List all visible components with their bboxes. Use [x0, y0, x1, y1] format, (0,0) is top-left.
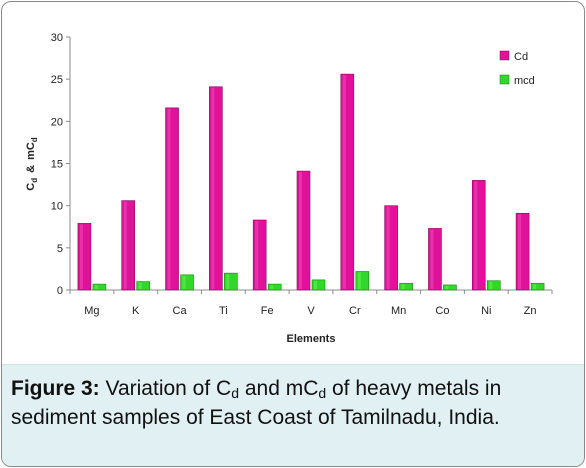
x-tick-label: Zn [524, 305, 537, 317]
caption-sub-2: d [318, 385, 327, 401]
y-tick-label: 25 [51, 74, 63, 86]
bar-cd-mg [77, 223, 92, 291]
bar-cd-v [296, 170, 311, 291]
y-tick-label: 0 [57, 285, 63, 297]
bar-cd-k [121, 200, 136, 291]
bar-highlight [211, 87, 215, 289]
bar-highlight [123, 201, 127, 289]
bar-cd-fe [252, 219, 267, 291]
bar-highlight [474, 181, 478, 289]
x-tick-label: Fe [261, 305, 274, 317]
bar-highlight [182, 275, 186, 289]
chart-bars [77, 73, 545, 291]
legend-swatch-mcd [499, 74, 510, 85]
bar-cd-cr [340, 73, 355, 291]
x-tick-label: K [132, 305, 140, 317]
legend-label-cd: Cd [514, 51, 528, 63]
bar-mcd-mg [92, 283, 107, 291]
y-tick-label: 20 [51, 116, 63, 128]
bar-mcd-fe [267, 283, 282, 291]
bar-highlight [489, 281, 493, 289]
bar-highlight [357, 272, 361, 289]
bar-highlight [386, 206, 390, 289]
x-tick-label: Ca [173, 305, 188, 317]
bar-mcd-mn [399, 282, 413, 291]
bar-mcd-cr [355, 271, 370, 291]
y-axis-title-sub2: d [30, 137, 39, 142]
y-tick-label: 10 [51, 201, 63, 213]
bar-highlight [167, 108, 171, 289]
caption-label: Figure 3: [11, 377, 100, 400]
bar-cd-ti [209, 86, 223, 291]
caption-text-1: Variation of C [99, 377, 232, 400]
chart-axes [66, 36, 553, 294]
bar-highlight [79, 224, 83, 289]
y-axis-title-amp: & [25, 165, 37, 173]
bar-cd-zn [515, 212, 530, 291]
y-axis-title-sub1: d [30, 178, 39, 183]
x-tick-label: V [307, 305, 315, 317]
y-axis-title-mc: mC [25, 142, 37, 160]
caption-sub-1: d [231, 385, 239, 401]
y-axis-title: Cd&mCd [25, 137, 39, 191]
bar-highlight [342, 75, 346, 290]
bar-mcd-v [311, 279, 326, 291]
bar-mcd-ti [224, 272, 238, 291]
x-tick-label: Mn [391, 305, 406, 317]
x-tick-label: Cr [349, 305, 361, 317]
bar-mcd-zn [530, 282, 545, 291]
y-tick-label: 30 [51, 32, 63, 44]
y-tick-label: 5 [57, 243, 63, 255]
bar-mcd-k [136, 281, 151, 291]
bar-highlight [401, 284, 405, 289]
x-tick-label: Ni [481, 305, 491, 317]
bar-highlight [94, 285, 98, 289]
y-tick-label: 15 [51, 159, 63, 171]
bar-cd-ca [165, 107, 179, 291]
chart-ticks: 0 5 10 15 20 25 30 Mg K Ca Ti Fe V Cr Mn Co Ni Zn [51, 32, 537, 317]
x-tick-label: Ti [219, 305, 228, 317]
x-axis-title: Elements [287, 333, 336, 345]
bar-highlight [445, 285, 449, 289]
bar-cd-ni [471, 180, 486, 291]
y-axis-title-c: C [25, 183, 37, 191]
bar-mcd-co [443, 284, 457, 291]
x-tick-label: Mg [84, 305, 99, 317]
bar-cd-mn [384, 205, 398, 291]
bar-highlight [270, 285, 274, 289]
bar-highlight [430, 229, 434, 289]
legend-label-mcd: mcd [514, 75, 535, 87]
x-tick-label: Co [435, 305, 449, 317]
bar-mcd-ca [180, 274, 194, 291]
legend: Cd mcd [499, 50, 535, 87]
bar-highlight [299, 172, 302, 289]
bar-highlight [138, 282, 142, 289]
legend-swatch-cd [499, 50, 510, 61]
caption-band [2, 364, 584, 466]
bar-highlight [255, 221, 259, 289]
bar-highlight [518, 214, 522, 289]
bar-cd-co [428, 228, 442, 291]
bar-highlight [226, 274, 230, 289]
caption-text-2: and mC [239, 377, 319, 400]
bar-highlight [533, 284, 537, 289]
bar-mcd-ni [486, 280, 501, 291]
caption-text-3: of heavy metals in sediment samples of E… [11, 377, 502, 429]
figure-caption: Figure 3: Variation of Cd and mCd of hea… [11, 374, 576, 432]
bar-highlight [314, 280, 317, 289]
